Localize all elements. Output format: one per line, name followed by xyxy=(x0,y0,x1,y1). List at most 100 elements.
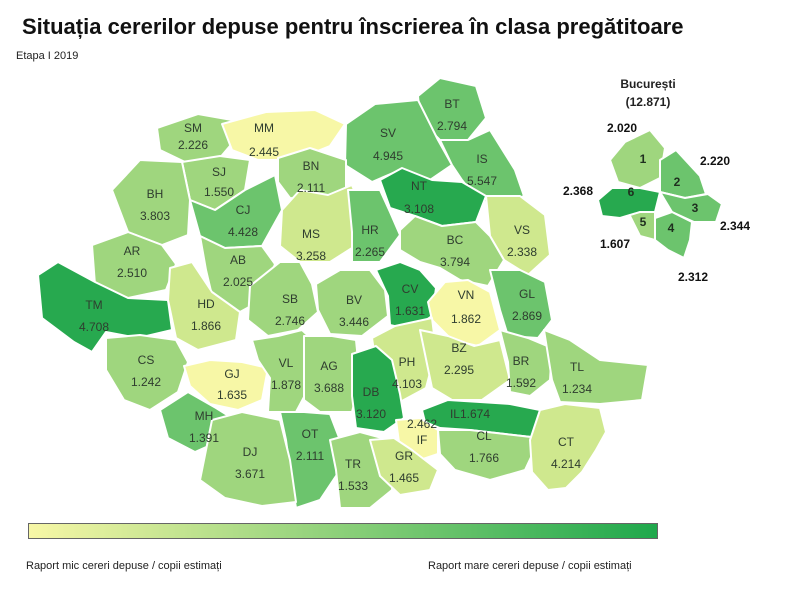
county-code-db: DB xyxy=(363,385,380,399)
county-value-ot: 2.111 xyxy=(296,449,325,463)
bucuresti-inset: București (12.871) 1 2.020 2 2.220 3 2.344 4 2.31… xyxy=(563,77,750,284)
county-code-tr: TR xyxy=(345,457,361,471)
county-value-bh: 3.803 xyxy=(140,209,170,223)
county-hr xyxy=(347,189,401,263)
sector-value-1: 2.020 xyxy=(607,121,637,135)
county-value-tl: 1.234 xyxy=(562,382,592,396)
county-value-tr: 1.533 xyxy=(338,479,368,493)
map-title: Situația cererilor depuse pentru înscrie… xyxy=(22,14,684,39)
county-value-cs: 1.242 xyxy=(131,375,161,389)
sector-4 xyxy=(654,211,693,259)
county-gj xyxy=(183,359,269,411)
county-code-bt: BT xyxy=(444,97,460,111)
county-value-bc: 3.794 xyxy=(440,255,470,269)
county-value-gj: 1.635 xyxy=(217,388,247,402)
county-code-if: IF xyxy=(417,433,428,447)
sector-value-5: 1.607 xyxy=(600,237,630,251)
county-code-vl: VL xyxy=(279,356,294,370)
sector-value-2: 2.220 xyxy=(700,154,730,168)
county-nt xyxy=(379,167,487,227)
county-code-is: IS xyxy=(476,152,487,166)
county-code-vn: VN xyxy=(458,288,475,302)
legend-low-label: Raport mic cereri depuse / copii estimaț… xyxy=(26,560,222,572)
county-value-vn: 1.862 xyxy=(451,312,481,326)
bucuresti-total: (12.871) xyxy=(626,95,671,109)
county-value-ph: 4.103 xyxy=(392,377,422,391)
county-value-db: 3.120 xyxy=(356,407,386,421)
county-code-ct: CT xyxy=(558,435,575,449)
sector-number-5: 5 xyxy=(640,215,647,229)
sector-number-6: 6 xyxy=(628,185,635,199)
county-code-cj: CJ xyxy=(236,203,251,217)
county-code-bc: BC xyxy=(447,233,464,247)
county-label-il: IL1.674 xyxy=(450,407,490,421)
county-code-ms: MS xyxy=(302,227,320,241)
county-code-tl: TL xyxy=(570,360,584,374)
county-code-ot: OT xyxy=(302,427,319,441)
county-value-gr: 1.465 xyxy=(389,471,419,485)
county-code-tm: TM xyxy=(85,298,102,312)
county-layer xyxy=(37,77,649,509)
county-code-sm: SM xyxy=(184,121,202,135)
county-code-sj: SJ xyxy=(212,165,226,179)
county-value-cv: 1.631 xyxy=(395,304,425,318)
county-value-bn: 2.111 xyxy=(297,181,326,195)
county-code-cl: CL xyxy=(476,429,492,443)
county-bh xyxy=(111,159,191,246)
county-value-ct: 4.214 xyxy=(551,457,581,471)
sector-number-4: 4 xyxy=(668,221,675,235)
county-value-mm: 2.445 xyxy=(249,145,279,159)
county-value-tm: 4.708 xyxy=(79,320,109,334)
county-code-bz: BZ xyxy=(451,341,466,355)
county-value-dj: 3.671 xyxy=(235,467,265,481)
county-code-gl: GL xyxy=(519,287,535,301)
county-code-bv: BV xyxy=(346,293,362,307)
county-sm xyxy=(156,113,236,163)
county-code-ag: AG xyxy=(320,359,337,373)
sector-value-3: 2.344 xyxy=(720,219,750,233)
county-db xyxy=(351,345,405,433)
county-value-if: 2.462 xyxy=(407,417,437,431)
county-value-sj: 1.550 xyxy=(204,185,234,199)
county-code-hr: HR xyxy=(361,223,379,237)
county-gr xyxy=(369,437,439,496)
county-code-mm: MM xyxy=(254,121,274,135)
map-subtitle: Etapa I 2019 xyxy=(16,50,79,62)
county-value-mh: 1.391 xyxy=(189,431,219,445)
county-value-bt: 2.794 xyxy=(437,119,467,133)
county-tl xyxy=(543,329,649,405)
county-gl xyxy=(489,269,553,339)
sector-number-2: 2 xyxy=(674,175,681,189)
county-value-sb: 2.746 xyxy=(275,314,305,328)
county-code-br: BR xyxy=(513,354,530,368)
county-value-is: 5.547 xyxy=(467,174,497,188)
county-value-ar: 2.510 xyxy=(117,266,147,280)
county-code-sb: SB xyxy=(282,292,298,306)
county-code-nt: NT xyxy=(411,179,428,193)
county-code-vs: VS xyxy=(514,223,530,237)
county-value-hd: 1.866 xyxy=(191,319,221,333)
county-bv xyxy=(315,269,389,337)
county-code-ar: AR xyxy=(124,244,141,258)
legend-high-label: Raport mare cereri depuse / copii estima… xyxy=(428,560,632,572)
county-value-ag: 3.688 xyxy=(314,381,344,395)
sector-1 xyxy=(609,129,666,189)
county-code-sv: SV xyxy=(380,126,396,140)
county-value-ab: 2.025 xyxy=(223,275,253,289)
county-value-bz: 2.295 xyxy=(444,363,474,377)
county-value-sm: 2.226 xyxy=(178,138,208,152)
sector-6 xyxy=(597,187,661,219)
county-value-vs: 2.338 xyxy=(507,245,537,259)
county-value-vl: 1.878 xyxy=(271,378,301,392)
county-value-cj: 4.428 xyxy=(228,225,258,239)
county-value-sv: 4.945 xyxy=(373,149,403,163)
county-code-hd: HD xyxy=(197,297,215,311)
county-cl xyxy=(437,429,541,481)
county-ct xyxy=(529,403,607,491)
county-tm xyxy=(37,261,173,353)
county-value-ms: 3.258 xyxy=(296,249,326,263)
county-code-bh: BH xyxy=(147,187,164,201)
county-value-bv: 3.446 xyxy=(339,315,369,329)
county-mm xyxy=(221,109,346,161)
